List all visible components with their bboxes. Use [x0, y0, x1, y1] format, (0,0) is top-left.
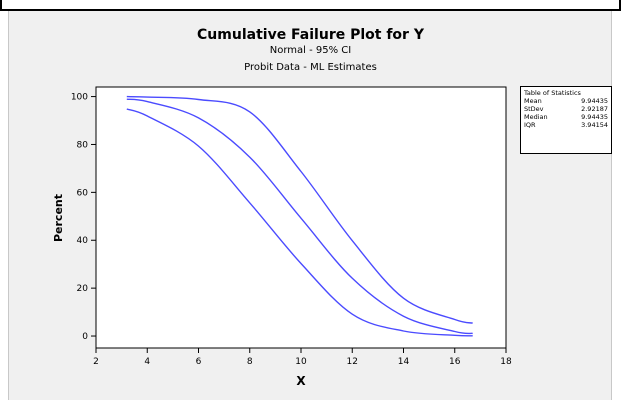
stats-label: StDev	[524, 105, 544, 113]
frame-top-border	[0, 0, 621, 11]
stats-row-stdev: StDev 2.92187	[524, 105, 608, 113]
stats-value: 9.94435	[581, 97, 608, 105]
stats-row-median: Median 9.94435	[524, 113, 608, 121]
y-tick-label: 80	[77, 140, 89, 150]
x-tick-label: 8	[247, 357, 253, 367]
x-tick-label: 14	[398, 357, 410, 367]
chart-subtitle-distribution: Normal - 95% CI	[269, 45, 352, 56]
x-tick-label: 2	[93, 357, 99, 367]
stats-label: Mean	[524, 97, 542, 105]
fitted-cdf-line	[126, 98, 473, 335]
x-axis-label: X	[296, 374, 306, 388]
x-tick-label: 4	[144, 357, 150, 367]
stats-row-iqr: IQR 3.94154	[524, 121, 608, 129]
y-tick-label: 60	[77, 188, 89, 198]
stats-label: IQR	[524, 121, 536, 129]
lower-ci-line	[126, 108, 473, 337]
y-tick-label: 100	[71, 93, 88, 103]
stats-row-mean: Mean 9.94435	[524, 97, 608, 105]
chart-subtitle-method: Probit Data - ML Estimates	[244, 62, 377, 73]
stats-value: 9.94435	[581, 113, 608, 121]
curves-group	[126, 95, 473, 337]
x-tick-label: 12	[347, 357, 358, 367]
y-tick-label: 20	[77, 284, 89, 294]
stats-label: Median	[524, 113, 548, 121]
y-axis-label: Percent	[52, 194, 65, 242]
y-axis: 0 20 40 60 80 100	[71, 93, 96, 342]
x-tick-label: 16	[449, 357, 461, 367]
x-tick-label: 6	[196, 357, 202, 367]
x-tick-label: 10	[295, 357, 307, 367]
x-axis: 2 4 6 8 10 12 14 16 18	[93, 348, 512, 367]
table-of-statistics: Table of Statistics Mean 9.94435 StDev 2…	[520, 86, 612, 154]
x-tick-label: 18	[500, 357, 512, 367]
stats-value: 3.94154	[581, 121, 608, 129]
y-tick-label: 40	[77, 236, 89, 246]
stats-value: 2.92187	[581, 105, 608, 113]
y-tick-label: 0	[82, 332, 88, 342]
stats-table-title: Table of Statistics	[524, 89, 581, 97]
upper-ci-line	[126, 95, 473, 324]
chart-title: Cumulative Failure Plot for Y	[197, 27, 424, 43]
